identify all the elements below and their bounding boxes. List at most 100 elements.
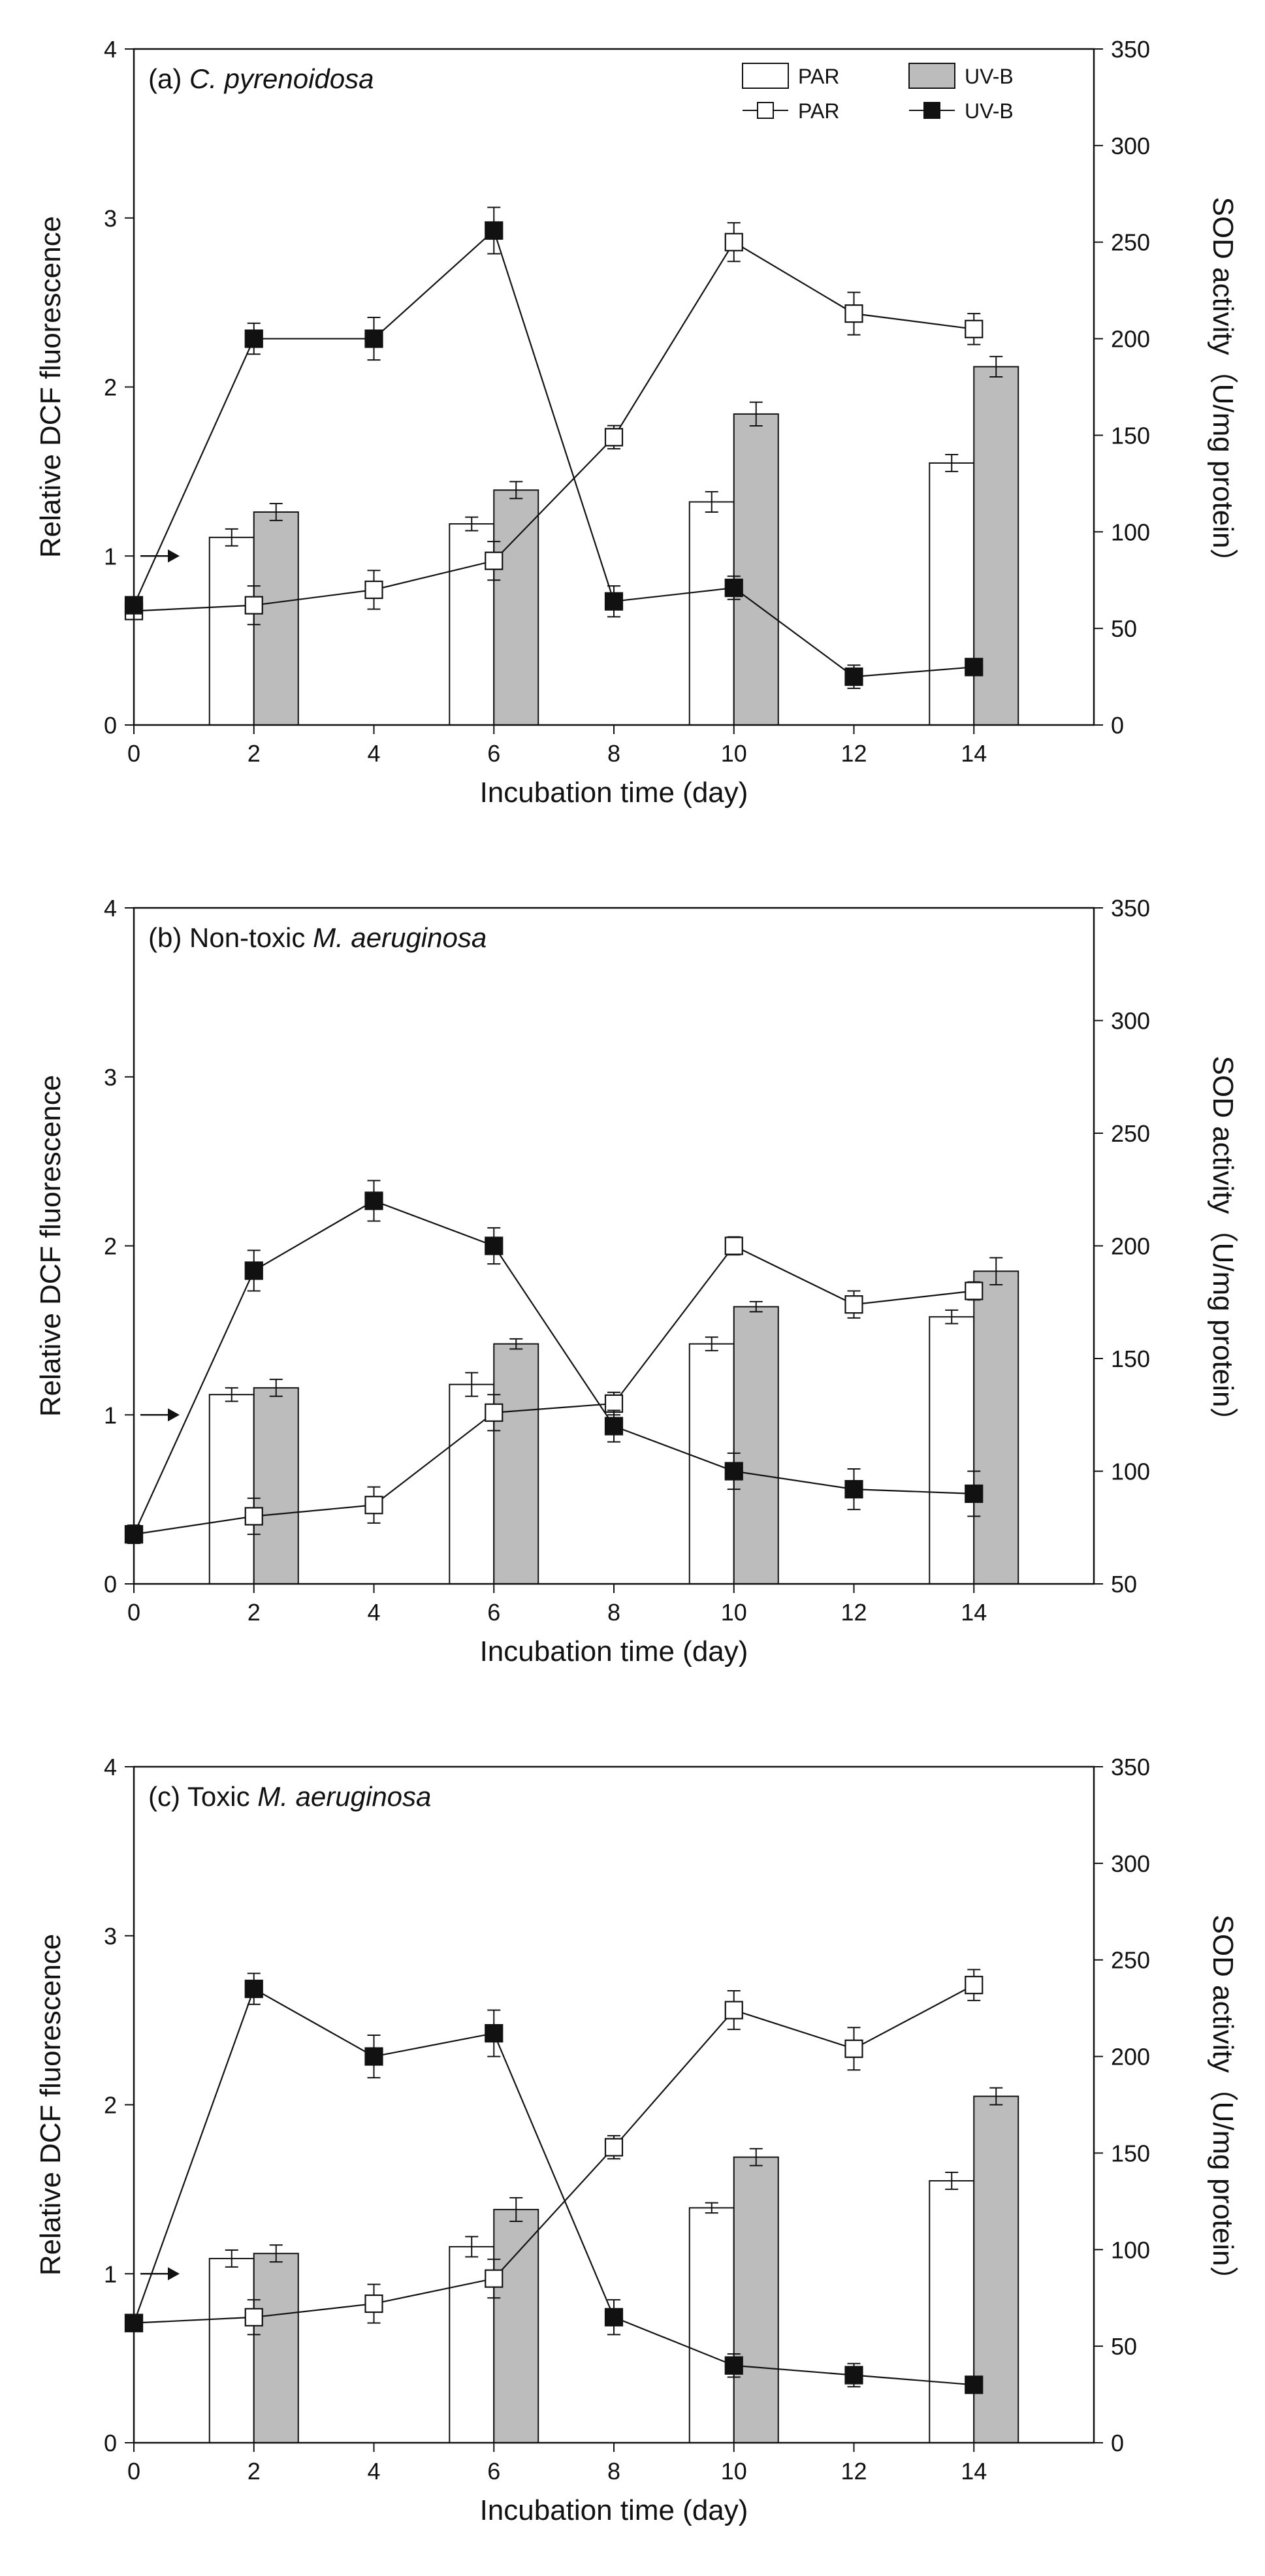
point-par-day8 (604, 2138, 624, 2157)
legend-label-bar-par: PAR (798, 65, 839, 88)
point-par-day2 (244, 2308, 263, 2326)
legend-label-line-par: PAR (798, 99, 839, 123)
point-uvb-day6 (485, 1236, 504, 1255)
point-par-day14 (965, 1976, 984, 1995)
point-par-day12 (844, 2039, 863, 2058)
x-tick-label: 6 (487, 740, 500, 767)
y-right-tick-label: 350 (1111, 36, 1150, 63)
point-uvb-day12 (844, 667, 863, 686)
y-left-tick-label: 4 (104, 895, 117, 922)
bar-uvb-day10 (733, 413, 779, 726)
legend-marker-uvb (923, 102, 940, 119)
x-tick-label: 10 (721, 2458, 747, 2485)
y-right-tick-label: 50 (1111, 615, 1137, 642)
point-par-day2 (244, 596, 263, 615)
y-left-tick-label: 2 (104, 2092, 117, 2119)
point-uvb-day10 (724, 1462, 743, 1481)
x-tick-label: 0 (127, 740, 140, 767)
x-tick-label: 14 (961, 740, 987, 767)
x-tick-label: 4 (367, 2458, 380, 2485)
point-par-day10 (724, 1236, 743, 1255)
y-right-tick-label: 150 (1111, 422, 1150, 449)
point-uvb-day4 (364, 329, 383, 348)
x-tick-label: 14 (961, 1599, 987, 1626)
panel-title: (c) Toxic M. aeruginosa (148, 1781, 431, 1812)
point-uvb-day14 (965, 2375, 984, 2394)
bar-uvb-day6 (493, 1343, 539, 1585)
y-right-tick-label: 250 (1111, 1947, 1150, 1974)
panel-a: 0 2 4 6 8 10 12 14 Incubation time (day) 0 1 2 3 4 Rel… (0, 0, 1265, 849)
y-right-tick-label: 150 (1111, 1345, 1150, 1372)
x-tick-label: 6 (487, 1599, 500, 1626)
point-uvb-day6 (485, 221, 504, 240)
point-uvb-day14 (965, 1484, 984, 1504)
y-right-tick-label: 200 (1111, 2044, 1150, 2070)
point-par-day8 (604, 1394, 624, 1413)
bar-par-day10 (688, 2207, 735, 2444)
point-par-day8 (604, 428, 624, 447)
line-par-sod (133, 1245, 974, 1536)
panel-title-species: M. aeruginosa (257, 1781, 431, 1812)
panel-b: 0 2 4 6 8 10 12 14 Incubation time (day) 0 1 2 3 4 Rel… (0, 859, 1265, 1708)
line-par-sod (133, 241, 974, 612)
point-par-day14 (965, 1281, 984, 1300)
x-tick-label: 8 (607, 740, 620, 767)
x-tick-label: 4 (367, 740, 380, 767)
panel-title: (b) Non-toxic M. aeruginosa (148, 922, 487, 953)
point-uvb-day10 (724, 578, 743, 598)
legend-label-line-uvb: UV-B (965, 99, 1014, 123)
y-left-tick-label: 4 (104, 36, 117, 63)
y-right-tick-label: 100 (1111, 2236, 1150, 2263)
point-uvb-day8 (604, 592, 624, 611)
line-par-sod (133, 1984, 974, 2324)
y-right-tick-label: 150 (1111, 2140, 1150, 2166)
point-uvb-day8 (604, 2308, 624, 2326)
point-uvb-day4 (364, 1191, 383, 1210)
x-tick-label: 12 (841, 740, 867, 767)
bar-par-day2 (208, 1394, 255, 1585)
point-uvb-day8 (604, 1417, 624, 1436)
point-uvb-day10 (724, 2356, 743, 2375)
bar-par-day14 (929, 1316, 975, 1585)
legend-label-bar-uvb: UV-B (965, 65, 1014, 88)
y-left-tick-label: 2 (104, 1233, 117, 1260)
bar-par-day10 (688, 501, 735, 726)
panel-label: (c) (148, 1781, 187, 1812)
point-par-day2 (244, 1507, 263, 1526)
y-right-tick-label: 0 (1111, 2430, 1124, 2456)
y-right-tick-label: 300 (1111, 133, 1150, 159)
point-par-day10 (724, 233, 743, 251)
y-right-tick-label: 50 (1111, 1571, 1137, 1598)
point-par-day6 (485, 2269, 504, 2288)
legend-swatch-bar-uvb (908, 63, 955, 89)
y-left-tick-label: 3 (104, 1064, 117, 1091)
point-par-day14 (965, 319, 984, 338)
point-par-day10 (724, 2001, 743, 2020)
panel-title-prefix: Non-toxic (189, 922, 313, 953)
y-right-tick-label: 350 (1111, 1754, 1150, 1780)
x-axis-label: Incubation time (day) (480, 777, 748, 809)
y-right-tick-label: 300 (1111, 1008, 1150, 1035)
y-left-tick-label: 1 (104, 2261, 117, 2287)
panel-title-species: C. pyrenoidosa (189, 63, 374, 94)
bar-uvb-day6 (493, 489, 539, 726)
y-left-tick-label: 2 (104, 374, 117, 401)
y-left-tick-label: 0 (104, 1571, 117, 1598)
y-right-axis-label: SOD activity（U/mg protein） (1207, 1056, 1239, 1436)
x-tick-label: 2 (248, 740, 261, 767)
x-tick-label: 6 (487, 2458, 500, 2485)
y-left-tick-label: 3 (104, 1923, 117, 1950)
panel-c: 0 2 4 6 8 10 12 14 Incubation time (day) 0 1 2 3 4 Rel… (0, 1718, 1265, 2567)
point-uvb-day2 (244, 1261, 263, 1280)
bar-uvb-day2 (253, 511, 299, 726)
y-right-tick-label: 100 (1111, 519, 1150, 545)
y-right-tick-label: 250 (1111, 229, 1150, 256)
y-left-tick-label: 4 (104, 1754, 117, 1780)
y-left-tick-label: 1 (104, 543, 117, 570)
bar-par-day14 (929, 462, 975, 726)
y-right-tick-label: 350 (1111, 895, 1150, 922)
y-right-tick-label: 0 (1111, 712, 1124, 739)
